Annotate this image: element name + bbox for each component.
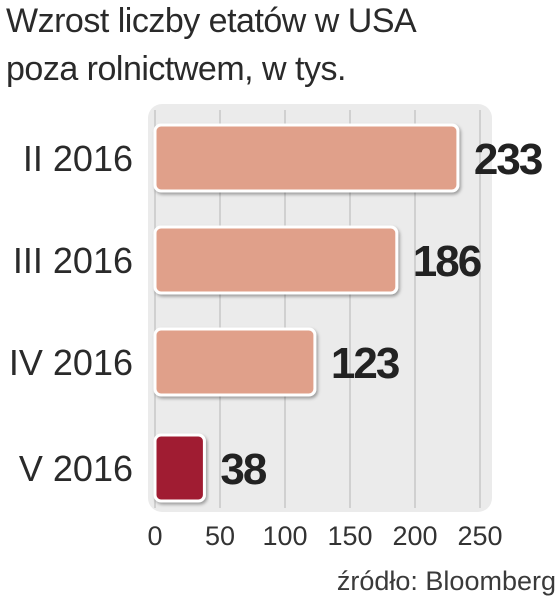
value-label: 186 — [413, 237, 481, 286]
x-tick-label: 200 — [392, 521, 437, 551]
category-label: III 2016 — [13, 240, 133, 281]
value-label: 233 — [474, 135, 542, 184]
x-tick-label: 50 — [205, 521, 235, 551]
category-label: V 2016 — [19, 448, 133, 489]
chart-title: Wzrost liczby etatów w USA — [6, 2, 417, 40]
bar — [153, 433, 206, 503]
bar — [153, 225, 399, 295]
value-label: 38 — [220, 445, 266, 494]
chart-subtitle: poza rolnictwem, w tys. — [6, 50, 346, 88]
x-tick-label: 250 — [457, 521, 502, 551]
labels: 0 50 100 150 200 250 II 2016 233 III 2016 186 IV 2… — [9, 135, 544, 551]
category-label: IV 2016 — [9, 342, 133, 383]
source-note: źródło: Bloomberg — [336, 566, 556, 596]
x-tick-label: 0 — [147, 521, 162, 551]
bar — [153, 327, 317, 397]
value-label: 123 — [331, 339, 399, 388]
bar — [153, 123, 460, 193]
x-tick-label: 150 — [327, 521, 372, 551]
x-tick-label: 100 — [262, 521, 307, 551]
bars — [153, 123, 460, 503]
plot-background — [148, 104, 492, 512]
category-label: II 2016 — [23, 138, 133, 179]
